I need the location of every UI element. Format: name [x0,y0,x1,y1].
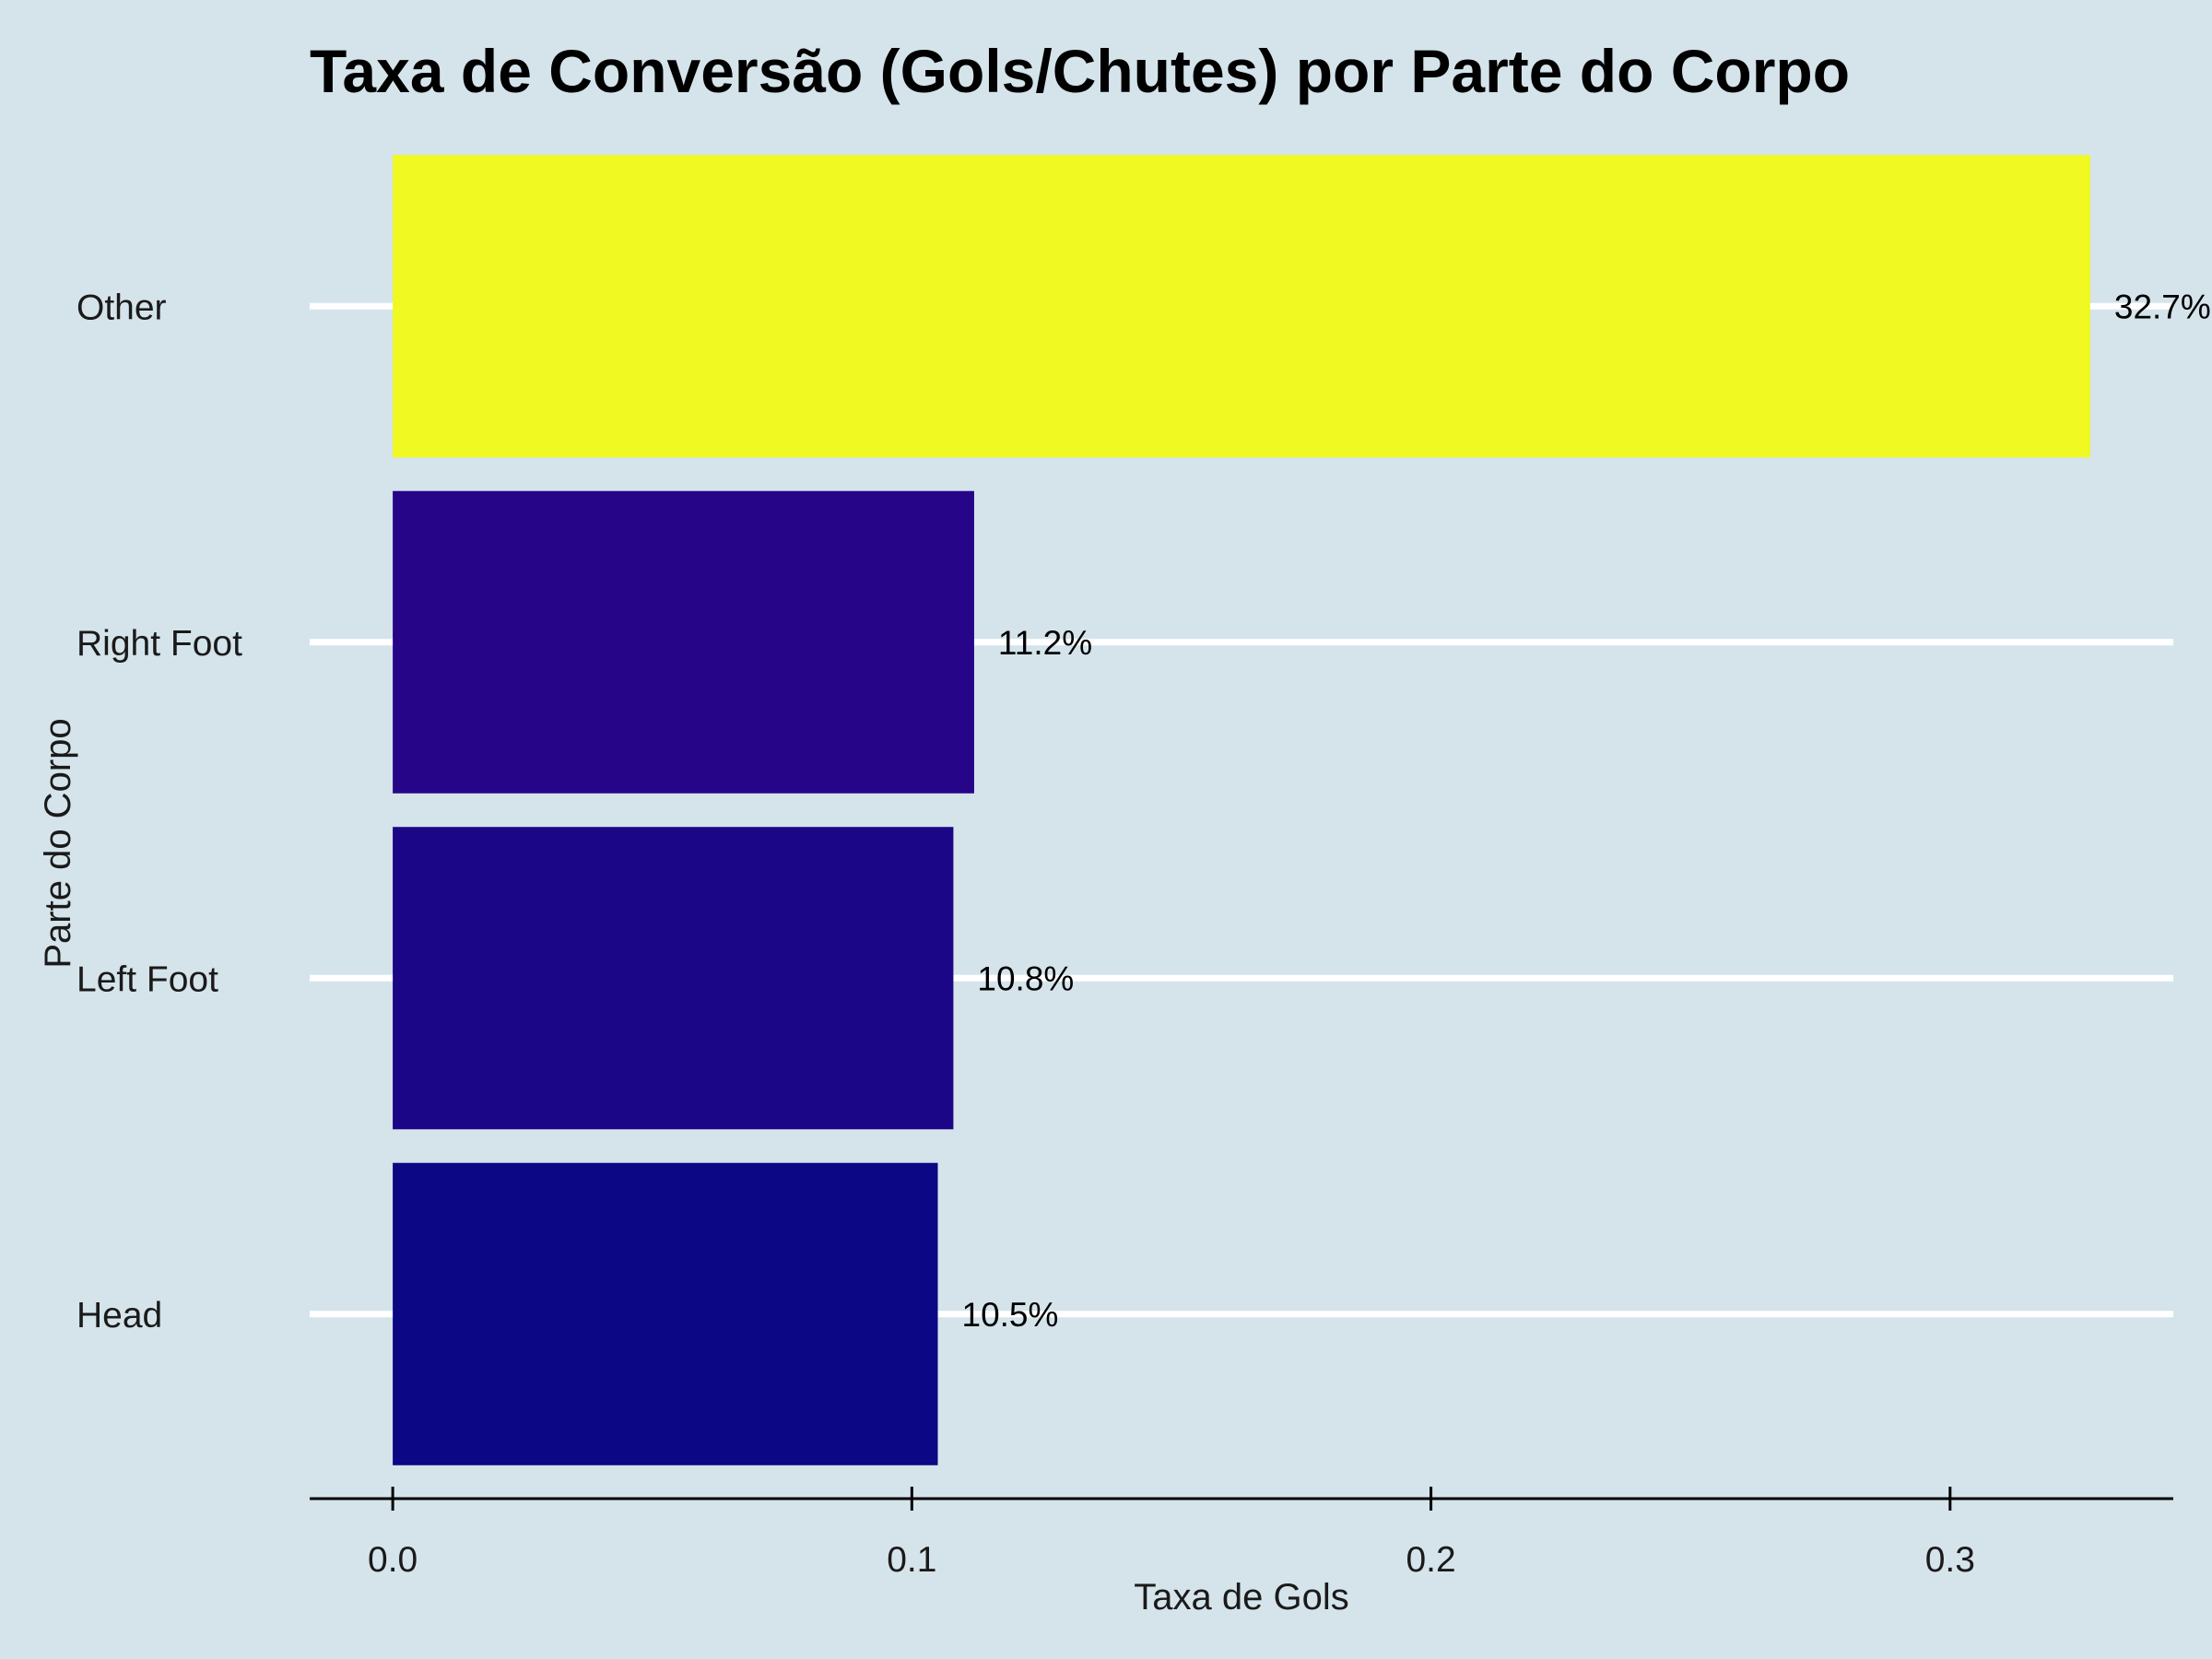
chart-title: Taxa de Conversão (Gols/Chutes) por Part… [310,37,1850,105]
x-axis: 0.0 0.1 0.2 0.3 [310,1487,2173,1580]
data-label-head: 10.5% [962,1296,1059,1334]
bar-right-foot [393,490,974,794]
data-labels: 10.5% 10.8% 11.2% 32.7% [962,288,2211,1334]
y-tick-label-other: Other [76,288,167,327]
y-tick-label-right-foot: Right Foot [76,624,242,664]
x-tick-label: 0.3 [1925,1540,1975,1580]
bar-head [393,1162,938,1465]
data-label-left-foot: 10.8% [977,959,1074,997]
bar-other [393,155,2090,458]
y-tick-label-left-foot: Left Foot [76,959,218,999]
bar-left-foot [393,827,954,1130]
y-tick-label-head: Head [76,1296,162,1335]
x-tick-label: 0.2 [1406,1540,1455,1580]
x-axis-title: Taxa de Gols [1134,1577,1348,1618]
x-tick-label: 0.0 [368,1540,418,1580]
y-axis-tick-labels: Head Left Foot Right Foot Other [76,288,242,1335]
data-label-other: 32.7% [2114,288,2211,325]
y-axis-title: Parte do Corpo [38,718,78,968]
data-label-right-foot: 11.2% [998,624,1092,662]
x-tick-label: 0.1 [887,1540,936,1580]
bars [393,155,2090,1465]
